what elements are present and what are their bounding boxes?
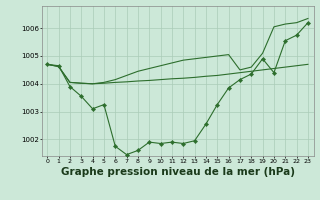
X-axis label: Graphe pression niveau de la mer (hPa): Graphe pression niveau de la mer (hPa) [60,167,295,177]
